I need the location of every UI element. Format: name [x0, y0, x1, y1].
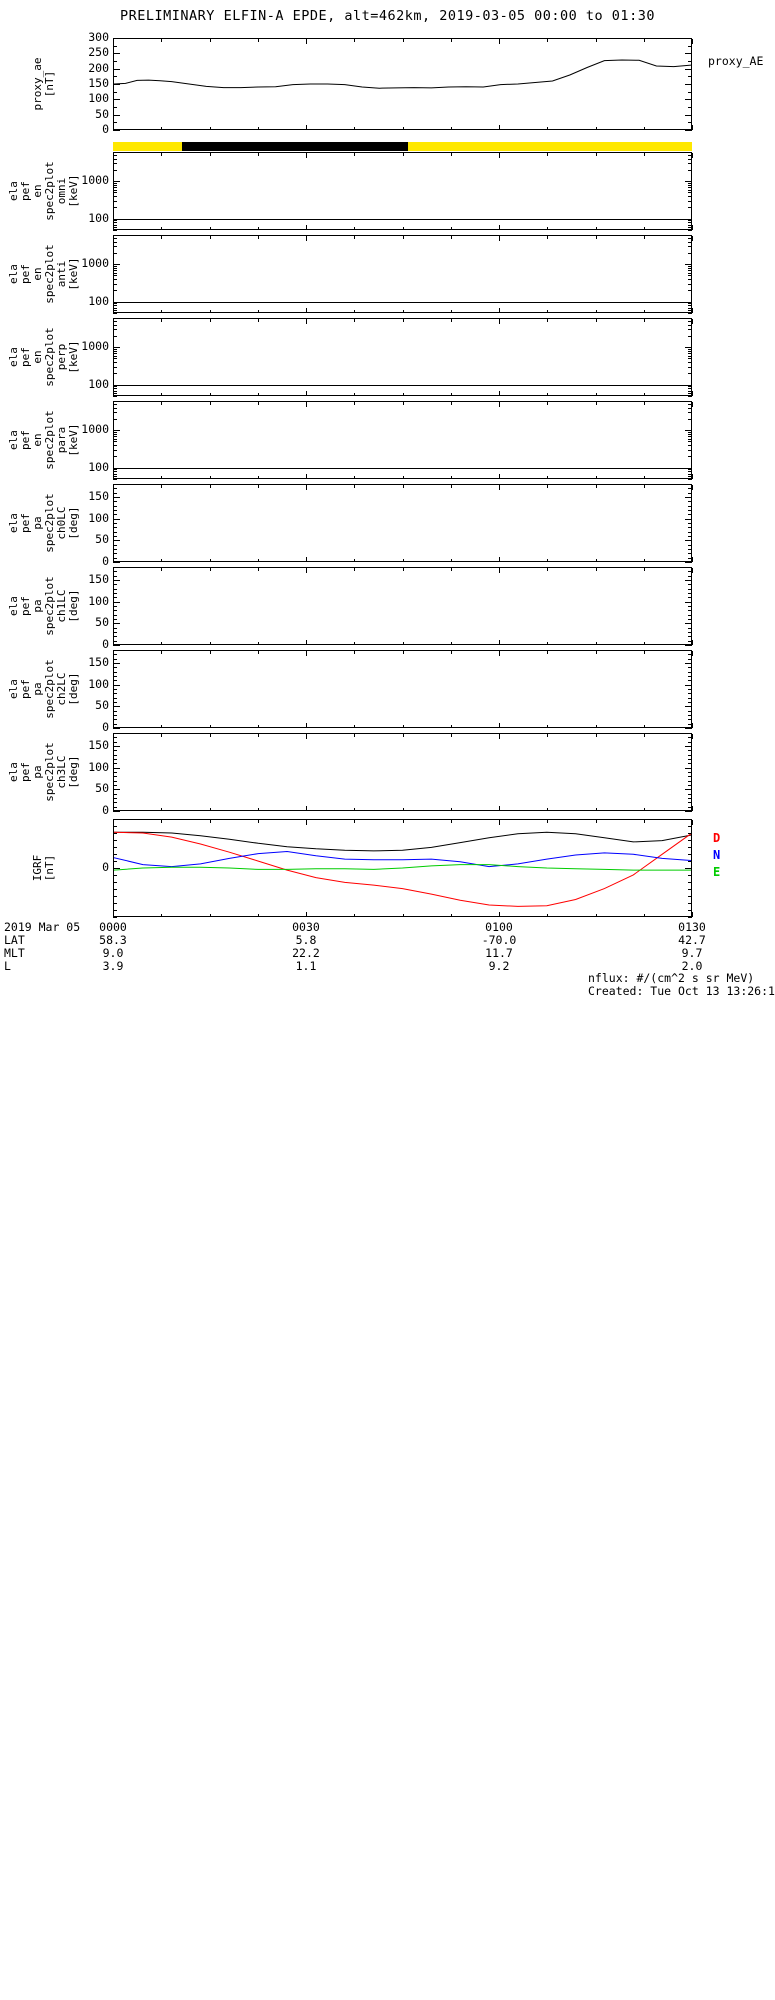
status-bar: [113, 142, 692, 151]
y-tick-label: 150: [88, 738, 109, 752]
series-F: [114, 831, 691, 852]
plot-panel-en_anti: [113, 235, 692, 313]
x-tick-value: 5.8: [295, 933, 317, 947]
y-tick-label: 50: [95, 532, 109, 547]
axis-label-line: [keV]: [67, 423, 80, 457]
x-tick-value: 22.2: [292, 946, 320, 960]
x-tick-value: 11.7: [485, 946, 513, 960]
y-tick-label: 50: [95, 781, 109, 796]
y-tick-label: 1000: [81, 173, 109, 188]
proxy-ae-right-label: proxy_AE: [708, 54, 764, 68]
y-tick-label: 1000: [81, 422, 109, 437]
axis-label-line: [keV]: [67, 340, 80, 374]
plot-panel-pa_ch0LC: [113, 484, 692, 562]
y-tick-label: 0: [102, 720, 109, 734]
y-tick-label: 300: [88, 30, 109, 44]
plot-panel-igrf: [113, 819, 692, 917]
y-tick-label: 100: [88, 210, 109, 225]
series-D: [114, 831, 691, 907]
plot-panel-pa_ch1LC: [113, 567, 692, 645]
y-tick-label: 0: [102, 860, 109, 874]
series-E: [114, 864, 691, 871]
x-tick-value: 0100: [485, 920, 513, 934]
date-label: 2019 Mar 05: [4, 920, 81, 934]
igrf-legend-E: E: [713, 865, 721, 879]
x-tick-value: -70.0: [481, 933, 517, 947]
x-tick-value: 2.0: [681, 959, 703, 973]
x-tick-column: 0000 58.3 9.0 3.9: [85, 921, 141, 973]
x-tick-value: 42.7: [678, 933, 706, 947]
plot-panel-pa_ch3LC: [113, 733, 692, 811]
y-tick-label: 100: [88, 510, 109, 525]
series-proxy_AE: [114, 59, 691, 89]
y-tick-label: 50: [95, 698, 109, 713]
series-N: [114, 850, 691, 868]
y-tick-label: 100: [88, 759, 109, 774]
y-tick-label: 150: [88, 489, 109, 503]
plot-panel-proxy_ae: [113, 38, 692, 130]
igrf-legend-D: D: [713, 831, 721, 845]
plot-panel-pa_ch2LC: [113, 650, 692, 728]
y-tick-label: 100: [88, 593, 109, 608]
row-label-L: L: [4, 959, 11, 973]
plot-panel-en_omni: [113, 152, 692, 230]
y-tick-label: 200: [88, 60, 109, 75]
y-tick-label: 1000: [81, 256, 109, 271]
y-tick-label: 250: [88, 45, 109, 60]
footer-nflux: nflux: #/(cm^2 s sr MeV): [588, 971, 755, 985]
x-tick-value: 1.1: [295, 959, 317, 973]
axis-label-line: [deg]: [67, 589, 80, 623]
plot-panel-en_perp: [113, 318, 692, 396]
x-tick-value: 9.2: [488, 959, 510, 973]
y-tick-label: 50: [95, 106, 109, 121]
y-tick-label: 0: [102, 122, 109, 136]
x-tick-column: 0130 42.7 9.7 2.0: [664, 921, 720, 973]
y-tick-label: 100: [88, 676, 109, 691]
axis-label-line: [nT]: [43, 854, 56, 882]
x-tick-value: 0130: [678, 920, 706, 934]
status-bar-segment: [182, 142, 409, 151]
x-tick-value: 9.7: [681, 946, 703, 960]
y-tick-label: 150: [88, 572, 109, 586]
axis-label-line: [keV]: [67, 257, 80, 291]
y-tick-label: 100: [88, 293, 109, 308]
trace-layer: [114, 831, 691, 907]
y-tick-label: 1000: [81, 339, 109, 354]
y-tick-label: 100: [88, 376, 109, 391]
igrf-legend-N: N: [713, 848, 721, 862]
y-tick-label: 0: [102, 803, 109, 817]
x-tick-value: 0030: [292, 920, 320, 934]
row-label-LAT: LAT: [4, 933, 25, 947]
x-tick-column: 0030 5.8 22.2 1.1: [278, 921, 334, 973]
x-tick-value: 58.3: [99, 933, 127, 947]
y-tick-label: 100: [88, 91, 109, 106]
y-tick-label: 150: [88, 655, 109, 669]
y-tick-label: 0: [102, 554, 109, 568]
x-tick-value: 3.9: [102, 959, 124, 973]
x-tick-value: 0000: [99, 920, 127, 934]
footer-created: Created: Tue Oct 13 13:26:10 2020: [588, 984, 775, 998]
plot-panel-en_para: [113, 401, 692, 479]
y-tick-label: 50: [95, 615, 109, 630]
row-label-MLT: MLT: [4, 946, 25, 960]
trace-layer: [114, 59, 691, 89]
x-tick-value: 9.0: [102, 946, 124, 960]
x-tick-column: 0100 -70.0 11.7 9.2: [471, 921, 527, 973]
axis-label-line: [deg]: [67, 672, 80, 706]
y-tick-label: 100: [88, 459, 109, 474]
axis-label-line: [nT]: [43, 70, 56, 98]
axis-label-line: [deg]: [67, 755, 80, 789]
y-tick-label: 0: [102, 637, 109, 651]
y-tick-label: 150: [88, 76, 109, 90]
axis-label-line: [keV]: [67, 174, 80, 208]
axis-label-line: [deg]: [67, 506, 80, 540]
page-title: PRELIMINARY ELFIN-A EPDE, alt=462km, 201…: [120, 8, 655, 24]
